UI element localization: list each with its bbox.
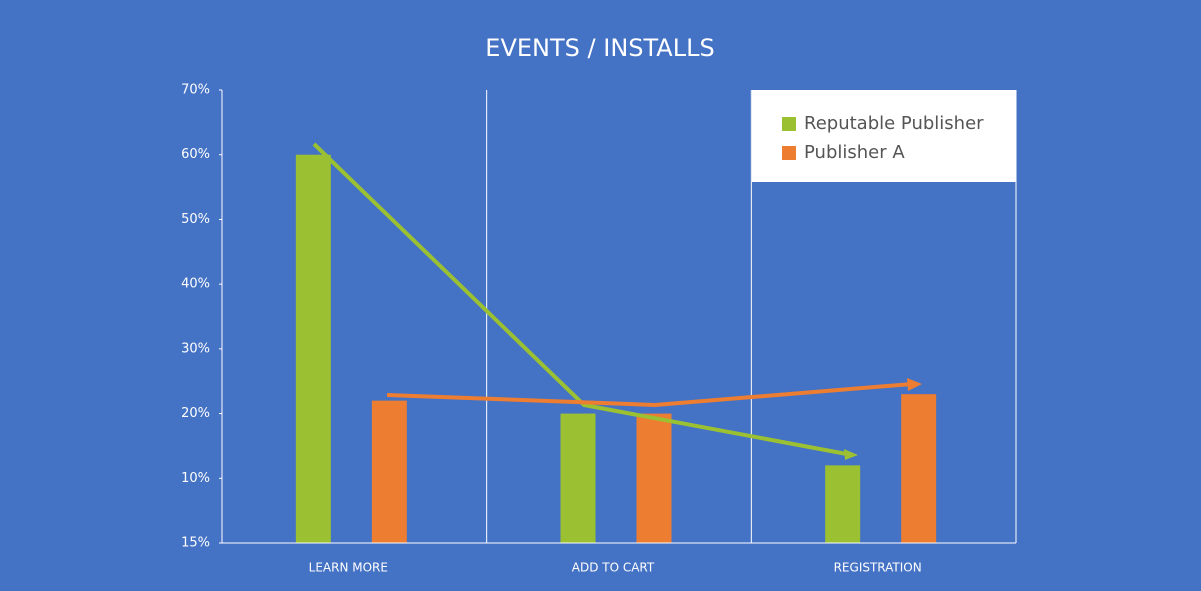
legend-swatch	[782, 117, 796, 131]
bar	[901, 394, 937, 543]
trend-arrow	[386, 382, 913, 408]
x-tick-label: ADD TO CART	[572, 561, 655, 575]
arrow-head	[907, 378, 922, 391]
chart-title: EVENTS / INSTALLS	[485, 34, 714, 62]
y-tick-label: 10%	[181, 471, 210, 486]
x-tick-label: LEARN MORE	[309, 561, 388, 575]
bar	[295, 154, 331, 543]
y-tick-label: 50%	[181, 212, 210, 227]
legend-swatch	[782, 146, 796, 160]
trend-arrow	[312, 142, 853, 457]
y-tick-label: 20%	[181, 406, 210, 421]
y-tick-label: 70%	[181, 83, 210, 98]
bar	[371, 400, 407, 543]
y-tick-label: 30%	[181, 341, 210, 356]
arrow-head	[844, 449, 858, 460]
bar	[636, 413, 672, 543]
bar	[560, 413, 596, 543]
y-tick-label: 60%	[181, 147, 210, 162]
legend-box	[752, 90, 1016, 182]
legend-label: Publisher A	[804, 142, 905, 163]
x-tick-label: REGISTRATION	[834, 561, 922, 575]
y-tick-label: 15%	[181, 536, 210, 551]
bar	[825, 465, 861, 543]
legend-label: Reputable Publisher	[804, 113, 984, 134]
y-tick-label: 40%	[181, 277, 210, 292]
